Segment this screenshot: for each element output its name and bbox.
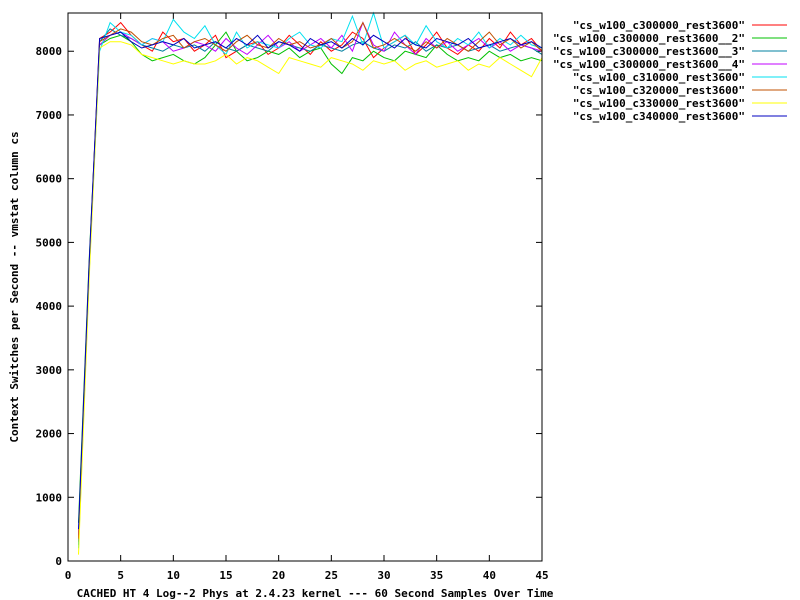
legend-entry-label: "cs_w100_c320000_rest3600"	[573, 84, 745, 97]
x-tick-label: 0	[65, 569, 72, 582]
legend-entry-label: "cs_w100_c300000_rest3600__3"	[553, 45, 745, 58]
series-line-7	[78, 41, 543, 555]
x-tick-label: 25	[325, 569, 338, 582]
y-tick-label: 0	[55, 555, 62, 568]
x-tick-label: 20	[272, 569, 285, 582]
y-tick-label: 2000	[36, 428, 63, 441]
x-tick-label: 30	[377, 569, 390, 582]
y-tick-label: 7000	[36, 109, 63, 122]
legend: "cs_w100_c300000_rest3600""cs_w100_c3000…	[553, 19, 787, 123]
x-axis-label: CACHED HT 4 Log--2 Phys at 2.4.23 kernel…	[77, 587, 554, 600]
x-tick-label: 40	[483, 569, 496, 582]
axis-ticks: 0 1000 2000 3000 4000 5000 6000 7000 8000 0 5 10 15 2…	[36, 13, 549, 582]
legend-entry-label: "cs_w100_c330000_rest3600"	[573, 97, 745, 110]
x-tick-label: 10	[167, 569, 180, 582]
series-line-5	[78, 11, 543, 549]
y-axis-label: Context Switches per Second -- vmstat co…	[8, 131, 21, 442]
x-tick-label: 45	[535, 569, 548, 582]
series-line-6	[78, 21, 543, 539]
y-tick-label: 3000	[36, 364, 63, 377]
series-line-1	[78, 21, 543, 542]
y-tick-label: 8000	[36, 45, 63, 58]
series-line-8	[78, 31, 543, 530]
legend-entry-label: "cs_w100_c300000_rest3600"	[573, 19, 745, 32]
series-lines	[78, 11, 543, 555]
legend-entry-label: "cs_w100_c300000_rest3600__4"	[553, 58, 745, 71]
x-tick-label: 35	[430, 569, 443, 582]
y-tick-label: 4000	[36, 300, 63, 313]
legend-entry-label: "cs_w100_c340000_rest3600"	[573, 110, 745, 123]
x-tick-label: 5	[117, 569, 124, 582]
plot-frame	[67, 12, 543, 562]
y-tick-label: 1000	[36, 491, 63, 504]
legend-entry-label: "cs_w100_c310000_rest3600"	[573, 71, 745, 84]
x-tick-label: 15	[219, 569, 232, 582]
y-tick-label: 5000	[36, 236, 63, 249]
legend-entry-label: "cs_w100_c300000_rest3600__2"	[553, 32, 745, 45]
y-tick-label: 6000	[36, 173, 63, 186]
